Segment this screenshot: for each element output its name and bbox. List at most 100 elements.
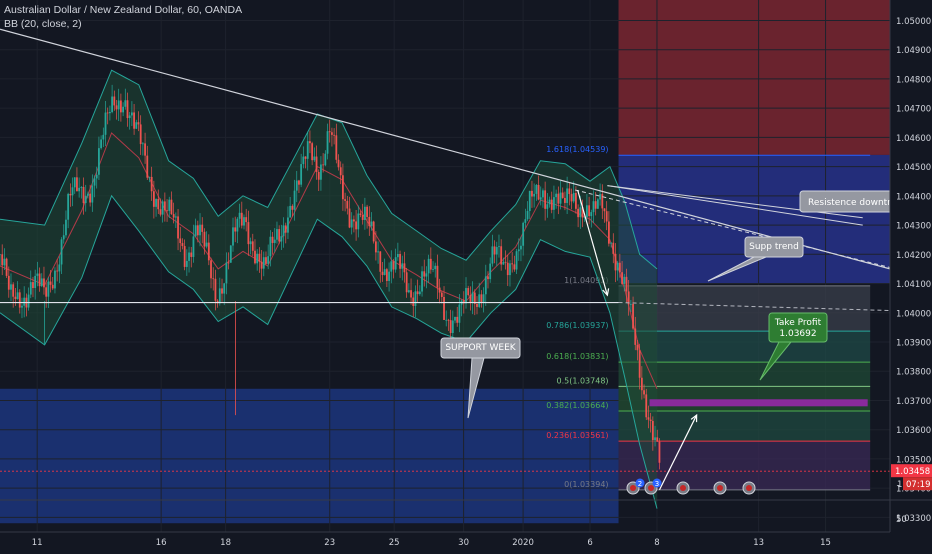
- resistance-pointer: [607, 185, 863, 226]
- candle-body: [592, 201, 595, 213]
- y-tick-label: 1.04600: [896, 134, 931, 144]
- candle-body: [447, 319, 450, 321]
- candle-body: [557, 193, 560, 204]
- candle-body: [128, 115, 131, 119]
- x-tick-label: 2020: [512, 538, 534, 548]
- candle-body: [383, 269, 386, 275]
- candle-body: [385, 269, 388, 281]
- candle-body: [122, 106, 124, 113]
- candle-body: [309, 141, 311, 144]
- candle-body: [38, 273, 41, 287]
- candle-body: [177, 216, 179, 239]
- candle-body: [489, 263, 492, 280]
- x-tick-label: 18: [220, 538, 231, 548]
- candle-body: [511, 263, 514, 265]
- candle-body: [168, 199, 171, 211]
- candle-body: [245, 217, 248, 223]
- y-tick-label: 1: [897, 480, 902, 490]
- candle-body: [232, 227, 234, 246]
- candle-body: [104, 112, 107, 135]
- candle-body: [119, 100, 122, 113]
- candle-body: [638, 350, 641, 378]
- candle-body: [185, 260, 188, 267]
- y-tick-label: 1.03500: [896, 455, 931, 465]
- candle-body: [377, 251, 379, 253]
- candle-body: [535, 184, 538, 194]
- trend-dashed: [575, 189, 891, 268]
- candle-body: [324, 153, 327, 166]
- candle-body: [84, 195, 87, 204]
- y-tick-label: 1.04200: [896, 251, 931, 261]
- candle-body: [302, 156, 305, 165]
- candle-body: [210, 260, 212, 279]
- candle-body: [421, 271, 423, 292]
- candle-body: [392, 261, 395, 270]
- candle-body: [133, 112, 135, 129]
- support-week-zone: [0, 388, 619, 524]
- candle-body: [29, 282, 32, 295]
- up-arrow: [658, 414, 698, 491]
- x-tick-label: 6: [587, 538, 592, 548]
- candle-body: [111, 96, 114, 113]
- bollinger-upper: [0, 69, 658, 270]
- fib-label: 1(1.04092): [564, 276, 608, 285]
- up-arrow-head: [690, 413, 698, 423]
- fib-band: [618, 362, 871, 387]
- candles: [0, 84, 661, 470]
- candle-body: [372, 221, 375, 242]
- candle-body: [106, 112, 109, 114]
- candle-body: [60, 239, 63, 265]
- candle-body: [135, 122, 138, 129]
- candle-body: [141, 143, 144, 145]
- candle-body: [291, 205, 294, 210]
- candle-body: [280, 236, 283, 242]
- x-tick-label: 13: [753, 538, 764, 548]
- candle-body: [73, 177, 76, 188]
- bollinger-lower: [0, 194, 658, 509]
- candle-body: [36, 273, 39, 276]
- take-profit-callout-text: Take Profit: [774, 318, 822, 328]
- candle-body: [170, 199, 173, 215]
- candle-body: [410, 290, 412, 298]
- candle-body: [126, 100, 129, 119]
- price-axis: [890, 0, 932, 550]
- event-flag-dot: [717, 485, 723, 491]
- candle-body: [550, 199, 553, 210]
- candle-body: [58, 264, 61, 272]
- candle-body: [113, 96, 116, 106]
- candle-body: [443, 296, 445, 320]
- resistance-text: Resistence downtrend: [808, 198, 908, 208]
- candle-body: [656, 437, 659, 442]
- candle-body: [412, 297, 415, 306]
- candle-body: [282, 225, 285, 237]
- candle-body: [276, 229, 278, 240]
- candle-body: [432, 269, 434, 270]
- symbol-title[interactable]: Australian Dollar / New Zealand Dollar, …: [4, 4, 243, 16]
- candle-body: [636, 344, 639, 351]
- candle-body: [34, 275, 37, 289]
- event-flag-dot: [630, 485, 636, 491]
- candle-body: [311, 143, 314, 161]
- candle-body: [572, 192, 575, 202]
- y-tick-label: 1.04100: [896, 280, 931, 290]
- candle-body: [12, 284, 15, 297]
- candle-body: [515, 251, 518, 270]
- candle-body: [124, 100, 127, 107]
- candle-body: [621, 272, 623, 284]
- candle-body: [522, 222, 525, 246]
- candle-body: [467, 288, 470, 296]
- candle-body: [342, 175, 344, 200]
- candle-body: [267, 256, 270, 264]
- candle-body: [616, 262, 619, 271]
- candle-body: [658, 441, 661, 463]
- candle-body: [487, 276, 489, 280]
- candle-body: [172, 214, 175, 218]
- candle-body: [201, 224, 204, 232]
- candle-body: [559, 192, 562, 204]
- candle-body: [654, 437, 656, 441]
- indicator-label[interactable]: BB (20, close, 2): [4, 18, 82, 30]
- candle-body: [449, 320, 452, 334]
